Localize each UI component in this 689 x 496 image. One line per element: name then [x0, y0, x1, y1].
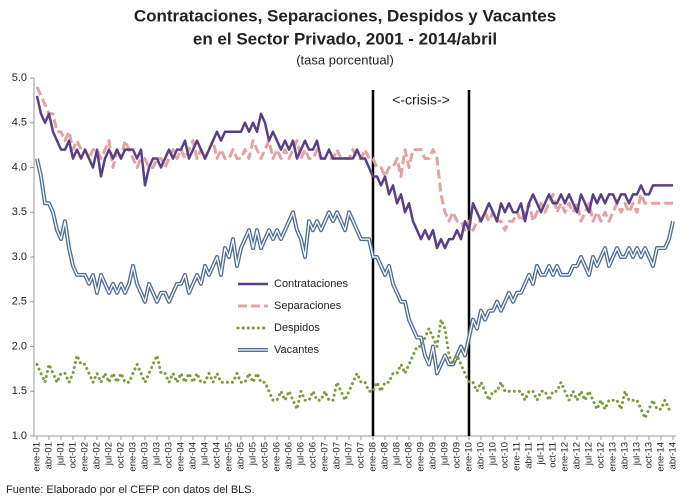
- x-tick-label: jul-08: [392, 442, 403, 466]
- x-tick-label: ene-10: [464, 442, 475, 472]
- x-tick-label: oct-02: [116, 442, 127, 468]
- x-tick-label: oct-12: [596, 442, 607, 468]
- series-line: [35, 95, 673, 250]
- x-tick-label: oct-03: [164, 442, 175, 468]
- x-tick-label: oct-04: [212, 442, 223, 468]
- legend-label: Separaciones: [274, 300, 342, 312]
- x-tick-label: ene-06: [272, 442, 283, 472]
- x-tick-label: jul-10: [488, 442, 499, 466]
- x-tick-label: oct-01: [68, 442, 79, 468]
- chart-title: en el Sector Privado, 2001 - 2014/abril: [193, 29, 497, 48]
- x-tick-label: oct-09: [452, 442, 463, 468]
- y-tick-label: 1.0: [12, 430, 27, 442]
- x-tick-label: ene-03: [128, 442, 139, 472]
- x-tick-label: jul-01: [56, 442, 67, 466]
- x-tick-label: jul-06: [296, 442, 307, 466]
- x-tick-label: abr-03: [140, 442, 151, 469]
- x-tick-label: abr-02: [92, 442, 103, 469]
- x-tick-label: oct-08: [404, 442, 415, 468]
- chart-title: Contrataciones, Separaciones, Despidos y…: [134, 6, 556, 25]
- x-tick-label: abr-13: [620, 442, 631, 469]
- x-tick-label: ene-07: [320, 442, 331, 472]
- y-tick-label: 1.5: [12, 385, 27, 397]
- x-tick-label: jul-07: [344, 442, 355, 466]
- x-tick-label: oct-07: [356, 442, 367, 468]
- x-tick-label: oct-11: [548, 442, 559, 468]
- x-tick-label: jul-13: [632, 442, 643, 466]
- x-tick-label: jul-03: [152, 442, 163, 466]
- x-tick-label: ene-01: [32, 442, 43, 472]
- x-tick-label: ene-09: [416, 442, 427, 472]
- legend-label: Despidos: [274, 322, 320, 334]
- x-tick-label: ene-14: [656, 442, 667, 472]
- x-tick-label: abr-04: [188, 442, 199, 469]
- y-tick-label: 5.0: [12, 72, 27, 84]
- x-tick-label: abr-10: [476, 442, 487, 469]
- x-tick-label: oct-06: [308, 442, 319, 468]
- x-tick-label: abr-05: [236, 442, 247, 469]
- x-tick-label: ene-04: [176, 442, 187, 472]
- x-tick-label: ene-05: [224, 442, 235, 472]
- chart-subtitle: (tasa porcentual): [296, 52, 394, 67]
- series-line: [35, 318, 675, 420]
- y-tick-label: 4.5: [12, 117, 27, 129]
- x-tick-label: jul-05: [248, 442, 259, 466]
- x-tick-label: abr-09: [428, 442, 439, 469]
- x-tick-label: abr-01: [44, 442, 55, 469]
- series-line-inner: [36, 158, 674, 374]
- x-tick-label: jul-12: [584, 442, 595, 466]
- x-tick-label: ene-11: [512, 442, 523, 471]
- x-tick-label: ene-13: [608, 442, 619, 472]
- x-tick-label: jul-04: [200, 442, 211, 466]
- x-tick-label: abr-11: [524, 442, 535, 469]
- x-tick-label: jul-02: [104, 442, 115, 466]
- x-tick-label: abr-07: [332, 442, 343, 469]
- x-tick-label: oct-13: [644, 442, 655, 468]
- y-tick-label: 2.0: [12, 340, 27, 352]
- x-tick-label: abr-12: [572, 442, 583, 469]
- source-note: Fuente: Elaborado por el CEFP con datos …: [6, 484, 255, 496]
- legend-label: Vacantes: [274, 344, 320, 356]
- x-tick-label: jul-09: [440, 442, 451, 466]
- x-tick-label: jul-11: [536, 442, 547, 466]
- x-tick-label: ene-12: [560, 442, 571, 472]
- x-tick-label: abr-08: [380, 442, 391, 469]
- x-tick-label: ene-08: [368, 442, 379, 472]
- x-tick-label: oct-05: [260, 442, 271, 468]
- y-tick-label: 3.5: [12, 206, 27, 218]
- x-tick-label: oct-10: [500, 442, 511, 468]
- crisis-label: <-crisis->: [392, 92, 450, 108]
- y-tick-label: 3.0: [12, 251, 27, 263]
- y-tick-label: 2.5: [12, 296, 27, 308]
- y-tick-label: 4.0: [12, 161, 27, 173]
- x-tick-label: abr-06: [284, 442, 295, 469]
- legend-label: Contrataciones: [274, 278, 348, 290]
- x-tick-label: abr-14: [668, 442, 679, 469]
- x-tick-label: ene-02: [80, 442, 91, 472]
